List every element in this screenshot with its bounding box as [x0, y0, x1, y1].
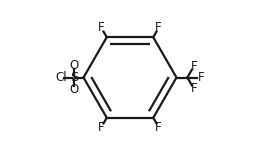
Text: F: F — [191, 60, 197, 73]
Text: F: F — [155, 21, 162, 34]
Text: F: F — [98, 121, 105, 134]
Text: S: S — [70, 71, 78, 84]
Text: Cl: Cl — [56, 71, 67, 84]
Text: F: F — [198, 71, 204, 84]
Text: F: F — [191, 82, 197, 95]
Text: F: F — [155, 121, 162, 134]
Text: O: O — [70, 83, 79, 96]
Text: O: O — [70, 59, 79, 72]
Text: F: F — [98, 21, 105, 34]
